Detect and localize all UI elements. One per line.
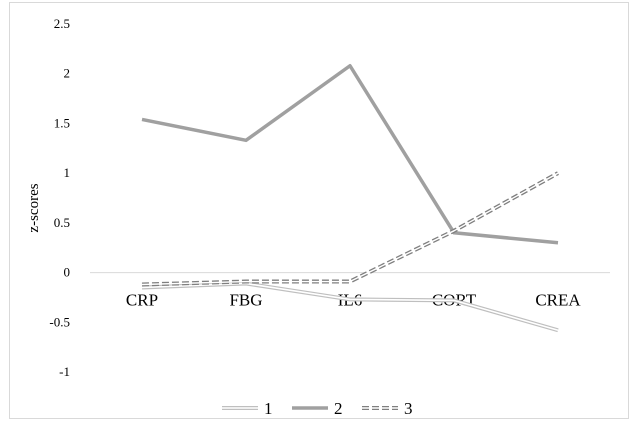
series-3-line-inner bbox=[141, 172, 559, 286]
y-tick-label: 2.5 bbox=[54, 16, 70, 31]
series-1-line bbox=[141, 281, 559, 333]
y-tick-label: 1 bbox=[64, 165, 71, 180]
legend-label: 1 bbox=[264, 399, 273, 418]
category-label: FBG bbox=[229, 291, 262, 310]
y-tick-label: -0.5 bbox=[49, 314, 70, 329]
chart-area bbox=[9, 2, 629, 419]
legend-label: 2 bbox=[334, 399, 343, 418]
x-axis-ticks: CRP FBG IL6 CORT CREA bbox=[126, 291, 581, 310]
y-tick-label: 2 bbox=[64, 66, 71, 81]
legend-label: 3 bbox=[404, 399, 413, 418]
y-axis-ticks: -1 -0.5 0 0.5 1 1.5 2 2.5 bbox=[49, 16, 70, 379]
series-3-line bbox=[141, 171, 559, 287]
category-label: CRP bbox=[126, 291, 158, 310]
y-tick-label: 0.5 bbox=[54, 215, 70, 230]
y-tick-label: 0 bbox=[64, 265, 71, 280]
series-1-line-inner bbox=[141, 282, 559, 332]
y-tick-label: 1.5 bbox=[54, 115, 70, 130]
series-3-line-outline bbox=[141, 171, 559, 287]
series-lines bbox=[141, 64, 559, 333]
series-2-line bbox=[141, 64, 559, 245]
y-axis-title: z-scores bbox=[26, 183, 42, 232]
legend: 1 2 3 bbox=[222, 399, 413, 418]
series-2-line-path bbox=[141, 64, 559, 245]
category-label: CREA bbox=[535, 291, 581, 310]
y-tick-label: -1 bbox=[59, 364, 70, 379]
